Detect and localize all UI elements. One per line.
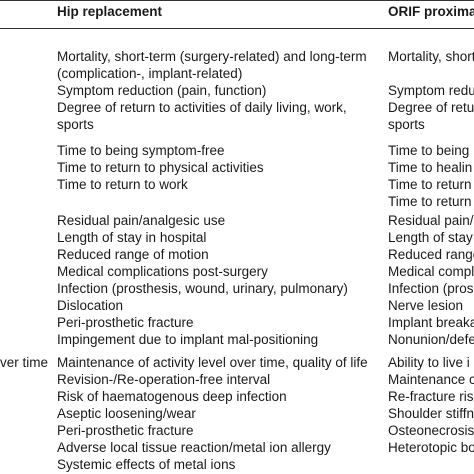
outcome-cell: Nerve lesion [388, 298, 464, 313]
outcome-cell: Osteonecrosis [388, 423, 474, 438]
outcome-cell: Time to return to physical activities [57, 160, 264, 175]
outcome-cell: Heterotopic bo [388, 440, 474, 455]
outcome-cell: Reduced range of motion [57, 247, 209, 262]
outcome-cell: Infection (pros [388, 281, 474, 296]
outcome-cell: Implant breaka [388, 315, 474, 330]
outcome-cell: Time to return to work [57, 177, 188, 192]
outcome-cell: Length of stay in hospital [57, 230, 207, 245]
header-rule [0, 28, 474, 29]
group-label: ver time [0, 355, 49, 370]
outcome-cell: Ability to live i [388, 355, 470, 370]
outcome-cell: Maintenance c [388, 372, 474, 387]
outcome-cell: Length of stay i [388, 230, 474, 245]
outcome-cell: Time to return t [388, 177, 474, 192]
top-rule [0, 0, 474, 1]
outcome-cell: Time to being [388, 143, 470, 158]
outcome-cell: Reduced range [388, 247, 474, 262]
outcome-cell: Residual pain/a [388, 213, 474, 228]
outcome-cell: Infection (prosthesis, wound, urinary, p… [57, 281, 348, 296]
outcome-cell: Risk of haematogenous deep infection [57, 389, 287, 404]
outcome-cell: Time to healin [388, 160, 473, 175]
outcome-cell: Symptom reduction (pain, function) [57, 83, 267, 98]
outcome-cell: Residual pain/analgesic use [57, 213, 226, 228]
outcome-cell: (complication-, implant-related) [57, 66, 243, 81]
outcome-cell: Mortality, short-term (surgery-related) … [57, 49, 367, 64]
outcome-cell: Peri-prosthetic fracture [57, 315, 194, 330]
outcome-cell: Impingement due to implant mal-positioni… [57, 332, 319, 347]
outcome-cell: Re-fracture risk [388, 389, 474, 404]
outcome-cell: Shoulder stiffn [388, 406, 474, 421]
outcome-cell: Nonunion/defe [388, 332, 474, 347]
outcome-cell: Time to return t [388, 194, 474, 209]
outcome-cell: Adverse local tissue reaction/metal ion … [57, 440, 331, 455]
outcome-cell: Aseptic loosening/wear [57, 406, 196, 421]
outcome-cell: sports [57, 117, 94, 132]
outcome-cell: Symptom reductio [388, 83, 474, 98]
outcome-cell: Mortality, short-t [388, 49, 474, 64]
outcome-cell: Time to being symptom-free [57, 143, 225, 158]
outcome-cell: Revision-/Re-operation-free interval [57, 372, 271, 387]
outcome-cell: Degree of return to activities of daily … [57, 100, 347, 115]
outcome-cell: Degree of return to [388, 100, 474, 115]
column-header: Hip replacement [57, 4, 163, 19]
outcome-cell: Systemic effects of metal ions [57, 457, 236, 472]
outcome-cell: Dislocation [57, 298, 124, 313]
outcome-cell: Medical complications post-surgery [57, 264, 268, 279]
outcome-cell: Medical compl [388, 264, 474, 279]
outcome-cell: sports [388, 117, 425, 132]
outcome-cell: Maintenance of activity level over time,… [57, 355, 368, 370]
outcome-cell: Peri-prosthetic fracture [57, 423, 194, 438]
column-header: ORIF proxima [388, 4, 474, 19]
